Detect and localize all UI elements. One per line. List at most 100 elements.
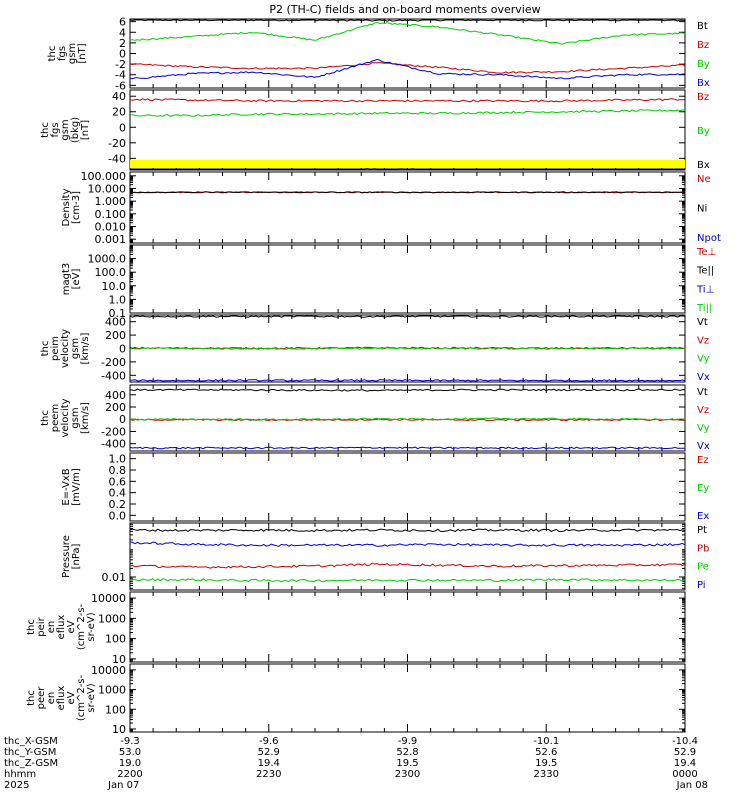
legend-label: Vx xyxy=(697,372,710,383)
legend-label: Ti|| xyxy=(696,303,712,314)
x-axis-value: Jan 07 xyxy=(107,780,139,791)
y-tick-label: 100.0 xyxy=(95,266,127,279)
y-tick-label: 0 xyxy=(119,413,126,426)
y-tick-label: -4 xyxy=(115,69,126,82)
y-axis-label: magt3 [eV] xyxy=(61,263,82,296)
y-tick-label: 0.2 xyxy=(109,498,127,511)
y-tick-label: -40 xyxy=(108,152,126,165)
x-axis-value: 2200 xyxy=(117,769,142,780)
y-tick-label: 2 xyxy=(119,37,126,50)
y-tick-label: 1000 xyxy=(98,612,126,625)
y-axis-label-line: Density xyxy=(61,188,72,226)
y-axis-label-line: thc xyxy=(40,341,51,357)
y-tick-label: 100 xyxy=(105,633,126,646)
series-line-bt xyxy=(129,19,686,22)
y-tick-label: 0 xyxy=(119,121,126,134)
panel-10: 10000 1000 100 10 thc peer en eflux eV (cm^2-s-sr… xyxy=(26,663,686,736)
y-axis-label-line: eV xyxy=(66,620,77,633)
y-axis-label-line: Pressure xyxy=(61,535,72,578)
x-axis-value: Jan 08 xyxy=(676,780,708,791)
y-tick-label: 10000 xyxy=(91,664,126,677)
legend-label: Pb xyxy=(697,543,709,554)
legend-label: Bx xyxy=(697,160,710,171)
x-axis-value: 53.0 xyxy=(119,747,141,758)
y-tick-label: 400 xyxy=(105,316,126,329)
y-axis-label-line: (cm^2-s- xyxy=(76,603,87,650)
series-line-pt xyxy=(129,528,686,533)
y-tick-label: -400 xyxy=(101,369,126,382)
legend-label: Bt xyxy=(697,21,708,32)
y-axis-label-line: velocity xyxy=(60,329,71,368)
y-axis-label: thc peer en eflux eV (cm^2-s-sr-eV) xyxy=(26,674,97,721)
x-axis-value: -9.9 xyxy=(398,736,418,747)
y-axis-label-line: thc xyxy=(26,619,37,635)
y-tick-label: 0.100 xyxy=(95,208,127,221)
legend-label: Vt xyxy=(697,317,708,328)
quality-flag-bar xyxy=(130,160,685,168)
y-axis-label-line: [cm-3] xyxy=(71,191,82,224)
y-tick-label: 0 xyxy=(119,48,126,61)
y-tick-label: 20 xyxy=(112,106,126,119)
y-tick-label: 1.0 xyxy=(109,293,127,306)
legend-label: Ey xyxy=(697,483,709,494)
y-tick-label: 0.0 xyxy=(109,509,127,522)
x-axis-row-label: thc_Z-GSM xyxy=(4,758,58,769)
y-axis-label: thc fgs gsm [nT] xyxy=(47,43,88,64)
y-axis-label-line: fgs xyxy=(57,46,68,61)
y-axis-label-line: [nPa] xyxy=(71,543,82,569)
legend-label: Pt xyxy=(697,525,707,536)
y-tick-label: 10 xyxy=(112,653,126,666)
legend-label: Vy xyxy=(697,354,710,365)
y-tick-label: 1.000 xyxy=(95,195,127,208)
y-tick-label: 100 xyxy=(105,703,126,716)
y-axis-label-line: en xyxy=(46,692,57,705)
legend-label: By xyxy=(697,126,710,137)
legend-label: Ex xyxy=(697,511,709,522)
x-axis-value: 2330 xyxy=(534,769,559,780)
y-tick-label: -6 xyxy=(115,79,126,92)
y-axis-label-line: peim xyxy=(50,336,61,361)
panel-frame xyxy=(129,171,686,244)
y-axis-label-line: en xyxy=(46,621,57,634)
y-axis-label-line: peer xyxy=(36,686,47,710)
y-axis-label-line: sr-eV) xyxy=(86,612,97,641)
x-axis-value: 52.9 xyxy=(258,747,280,758)
legend-label: Bz xyxy=(697,92,709,103)
y-tick-label: 0.8 xyxy=(109,464,127,477)
x-axis-value: 52.8 xyxy=(396,747,418,758)
legend-label: Vz xyxy=(697,405,709,416)
y-axis-label-line: eflux xyxy=(56,615,67,640)
y-axis-label-line: (bkg) xyxy=(70,117,81,143)
y-tick-label: 0.4 xyxy=(109,487,127,500)
y-tick-label: 10.000 xyxy=(88,182,127,195)
panel-8: 0.01 Pressure [nPa] Pt Pb Pe Pi xyxy=(61,522,709,591)
x-axis-value: 52.9 xyxy=(674,747,696,758)
legend-label: By xyxy=(697,59,710,70)
x-axis-row-label: hhmm xyxy=(4,769,36,780)
legend-label: Ne xyxy=(697,174,711,185)
y-axis-label-line: thc xyxy=(26,690,37,706)
panel-2: 40 20 0 -20 -40 thc fgs gsm (bkg) [nT] Bz By Bx xyxy=(40,89,710,171)
y-tick-label: 10 xyxy=(112,723,126,736)
series-line-vx xyxy=(130,379,686,382)
y-axis-label: thc peir en eflux eV (cm^2-s-sr-eV) xyxy=(26,603,97,650)
x-axis-value: 19.4 xyxy=(674,758,696,769)
y-axis-label-line: [nT] xyxy=(77,43,88,63)
x-axis-value: 19.4 xyxy=(258,758,280,769)
series-line-bz xyxy=(129,98,686,103)
x-axis-value: -9.6 xyxy=(259,736,279,747)
x-axis-value: 2300 xyxy=(395,769,420,780)
series-line-vy xyxy=(129,417,686,421)
series-line-vy xyxy=(129,347,686,350)
y-tick-label: 0.001 xyxy=(95,233,127,246)
y-tick-label: 1.0 xyxy=(109,453,127,466)
y-axis-label-line: (cm^2-s- xyxy=(76,674,87,721)
series-line-vt xyxy=(129,315,686,318)
y-tick-label: -400 xyxy=(101,438,126,451)
series-line-vt xyxy=(129,388,686,392)
y-tick-label: -200 xyxy=(101,356,126,369)
x-axis-value: -10.1 xyxy=(533,736,559,747)
